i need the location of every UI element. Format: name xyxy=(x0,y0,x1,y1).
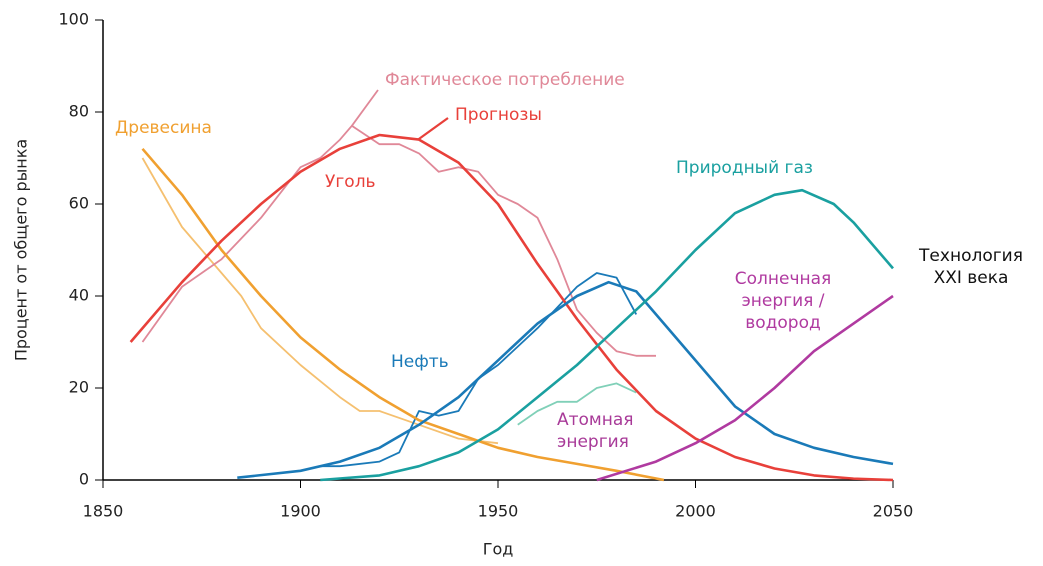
y-tick-label: 100 xyxy=(58,10,89,29)
series-label: Нефть xyxy=(391,352,449,372)
y-tick-label: 0 xyxy=(79,470,89,489)
series-line xyxy=(237,280,894,479)
x-tick-label: 1900 xyxy=(280,502,321,521)
leader xyxy=(417,117,449,141)
series-line xyxy=(320,272,638,468)
series-label: Уголь xyxy=(325,172,376,192)
series-line xyxy=(596,294,894,482)
y-tick-label: 60 xyxy=(69,194,89,213)
y-tick-label: 40 xyxy=(69,286,89,305)
x-tick-label: 2000 xyxy=(675,502,716,521)
series-line xyxy=(141,147,665,482)
x-tick-label: 1950 xyxy=(478,502,519,521)
annotation: Фактическое потребление xyxy=(385,70,625,90)
series-line xyxy=(320,188,894,482)
x-axis-title: Год xyxy=(483,540,514,559)
series-label: Солнечная энергия / водород xyxy=(734,269,832,333)
series-line xyxy=(129,133,894,482)
x-tick-label: 1850 xyxy=(83,502,124,521)
leader xyxy=(351,89,379,127)
series-label: Природный газ xyxy=(676,158,813,178)
series-label: Атомная энергия xyxy=(557,410,634,452)
series-line xyxy=(517,382,637,426)
y-axis-title: Процент от общего рынка xyxy=(12,139,31,361)
annotation: Технология XXI века xyxy=(919,246,1023,288)
annotation: Прогнозы xyxy=(455,105,542,125)
y-tick-label: 80 xyxy=(69,102,89,121)
series-label: Древесина xyxy=(115,118,212,138)
x-tick-label: 2050 xyxy=(873,502,914,521)
series-line xyxy=(141,157,499,445)
y-tick-label: 20 xyxy=(69,378,89,397)
